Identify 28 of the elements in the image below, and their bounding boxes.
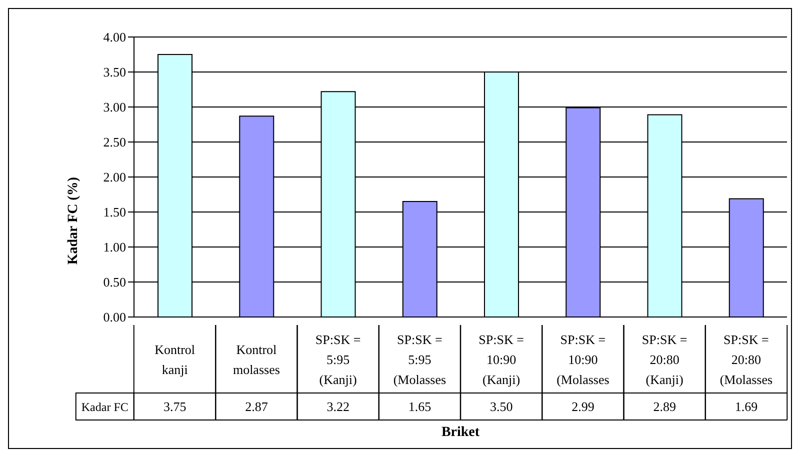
- x-tick-label: SP:SK = 10:90 (Molasses: [556, 332, 610, 387]
- y-tick-label: 1.00: [103, 240, 126, 255]
- x-tick-label: SP:SK = 20:80 (Kanji): [642, 332, 688, 387]
- y-axis-title: Kadar FC (%): [66, 176, 81, 265]
- y-tick-label: 3.00: [103, 100, 126, 115]
- x-tick-label: Kontrol molasses: [232, 342, 280, 377]
- x-tick-label: SP:SK = 10:90 (Kanji): [478, 332, 524, 387]
- x-axis-title: Briket: [441, 425, 480, 440]
- y-tick-label: 2.00: [103, 170, 126, 185]
- x-tick-label: SP:SK = 5:95 (Molasses: [393, 332, 446, 387]
- y-tick-label: 4.00: [103, 30, 126, 45]
- data-label: 3.50: [490, 399, 513, 414]
- x-tick-label: SP:SK = 20:80 (Molasses: [720, 332, 773, 387]
- data-label: 3.75: [163, 399, 186, 414]
- data-label: 2.87: [245, 399, 268, 414]
- y-tick-label: 0.50: [103, 274, 126, 290]
- data-label: 3.22: [326, 399, 350, 414]
- text: Kadar FC: [81, 400, 128, 414]
- y-tick-label: 1.50: [103, 204, 126, 220]
- data-label: 1.65: [408, 399, 432, 414]
- data-label: 2.99: [572, 399, 594, 414]
- y-tick-label: 3.50: [103, 64, 126, 80]
- y-tick-label: 0.00: [103, 310, 126, 325]
- data-label: 2.89: [653, 399, 676, 414]
- x-tick-label: Kontrol kanji: [154, 342, 196, 377]
- x-tick-label: SP:SK = 5:95 (Kanji): [315, 332, 361, 387]
- data-label: 1.69: [734, 399, 758, 414]
- y-tick-label: 2.50: [103, 134, 126, 150]
